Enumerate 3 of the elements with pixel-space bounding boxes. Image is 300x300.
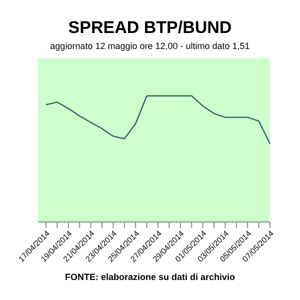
chart-title: SPREAD BTP/BUND [67,18,233,38]
chart-subtitle: aggiornato 12 maggio ore 12,00 - ultimo dato 1,51 [49,41,251,51]
source-note: FONTE: elaborazione su dati di archivio [64,272,236,282]
